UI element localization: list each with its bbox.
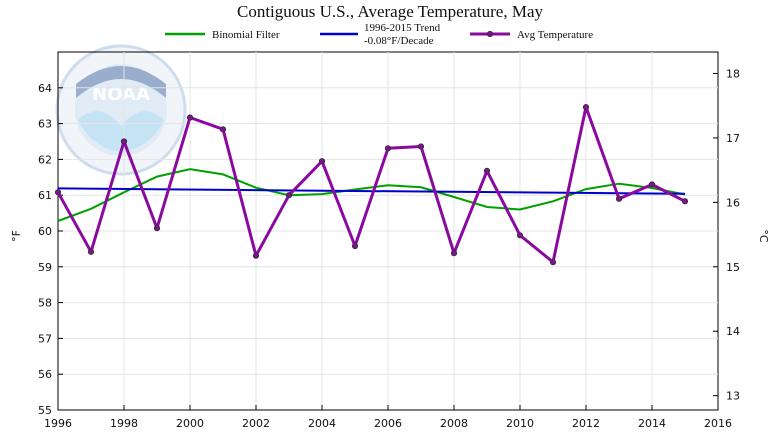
y-axis-label-right: °C xyxy=(757,229,770,243)
y-tick-label: 61 xyxy=(38,189,52,202)
x-axis: 1996 1998 2000 2002 2004 2006 2008 2010 2012 2014… xyxy=(44,405,732,430)
x-tick-label: 2016 xyxy=(704,417,732,430)
noaa-logo-text: NOAA xyxy=(92,84,150,105)
data-point-avg-temperature xyxy=(681,198,689,205)
x-tick-label: 2006 xyxy=(374,417,402,430)
x-tick-label: 2002 xyxy=(242,417,270,430)
y-tick-label: 56 xyxy=(38,368,52,381)
data-point-avg-temperature xyxy=(549,259,557,266)
data-point-avg-temperature xyxy=(87,248,95,255)
data-point-avg-temperature xyxy=(582,104,590,111)
legend-label-binomial: Binomial Filter xyxy=(212,29,280,41)
y2-tick-label: 13 xyxy=(726,390,740,403)
y-tick-label: 60 xyxy=(38,225,52,238)
data-point-avg-temperature xyxy=(120,138,128,145)
y-axis-right: 13 14 15 16 17 18 xyxy=(713,67,740,403)
y2-tick-label: 18 xyxy=(726,67,740,80)
data-point-avg-temperature xyxy=(54,189,62,196)
data-point-avg-temperature xyxy=(483,167,491,174)
x-tick-label: 1998 xyxy=(110,417,138,430)
chart-title: Contiguous U.S., Average Temperature, Ma… xyxy=(237,2,544,21)
y-tick-label: 58 xyxy=(38,297,52,310)
data-point-avg-temperature xyxy=(648,181,656,188)
x-tick-label: 2014 xyxy=(638,417,666,430)
y2-tick-label: 14 xyxy=(726,325,740,338)
y-tick-label: 62 xyxy=(38,153,52,166)
y-tick-label: 64 xyxy=(38,82,52,95)
series-layer xyxy=(54,104,689,266)
legend-label-trend-line2: -0.08°F/Decade xyxy=(364,35,434,47)
legend-label-trend-line1: 1996-2015 Trend xyxy=(364,22,441,34)
y-axis-left: 55 56 57 58 59 60 61 62 63 64 xyxy=(38,82,63,417)
noaa-logo-watermark: NOAA xyxy=(55,44,187,176)
y2-tick-label: 17 xyxy=(726,132,740,145)
series-line-binomial-filter xyxy=(57,168,686,222)
data-point-avg-temperature xyxy=(318,158,326,165)
data-point-avg-temperature xyxy=(516,232,524,239)
data-point-avg-temperature xyxy=(417,143,425,150)
series-line-trend xyxy=(57,187,686,195)
x-tick-label: 2000 xyxy=(176,417,204,430)
data-point-avg-temperature xyxy=(252,252,260,259)
data-point-avg-temperature xyxy=(384,145,392,152)
legend: Binomial Filter 1996-2015 Trend -0.08°F/… xyxy=(165,22,593,47)
x-tick-label: 2004 xyxy=(308,417,336,430)
x-tick-label: 2008 xyxy=(440,417,468,430)
data-point-avg-temperature xyxy=(219,126,227,133)
data-point-avg-temperature xyxy=(351,242,359,250)
legend-marker-avg xyxy=(486,30,494,38)
x-tick-label: 2012 xyxy=(572,417,600,430)
gridlines xyxy=(58,52,718,410)
y-tick-label: 59 xyxy=(38,261,52,274)
y-tick-label: 57 xyxy=(38,332,52,345)
y-tick-label: 55 xyxy=(38,404,52,417)
x-tick-label: 2010 xyxy=(506,417,534,430)
data-point-avg-temperature xyxy=(450,250,458,257)
series-line-avg-temperature xyxy=(56,105,686,264)
data-point-avg-temperature xyxy=(186,114,194,121)
x-tick-label: 1996 xyxy=(44,417,72,430)
data-point-avg-temperature xyxy=(285,192,293,199)
y-axis-label-left: °F xyxy=(10,230,23,242)
legend-label-avg: Avg Temperature xyxy=(517,29,593,41)
data-point-avg-temperature xyxy=(153,225,161,232)
y2-tick-label: 16 xyxy=(726,196,740,209)
data-point-avg-temperature xyxy=(615,195,623,202)
y-tick-label: 63 xyxy=(38,118,52,131)
y2-tick-label: 15 xyxy=(726,261,740,274)
